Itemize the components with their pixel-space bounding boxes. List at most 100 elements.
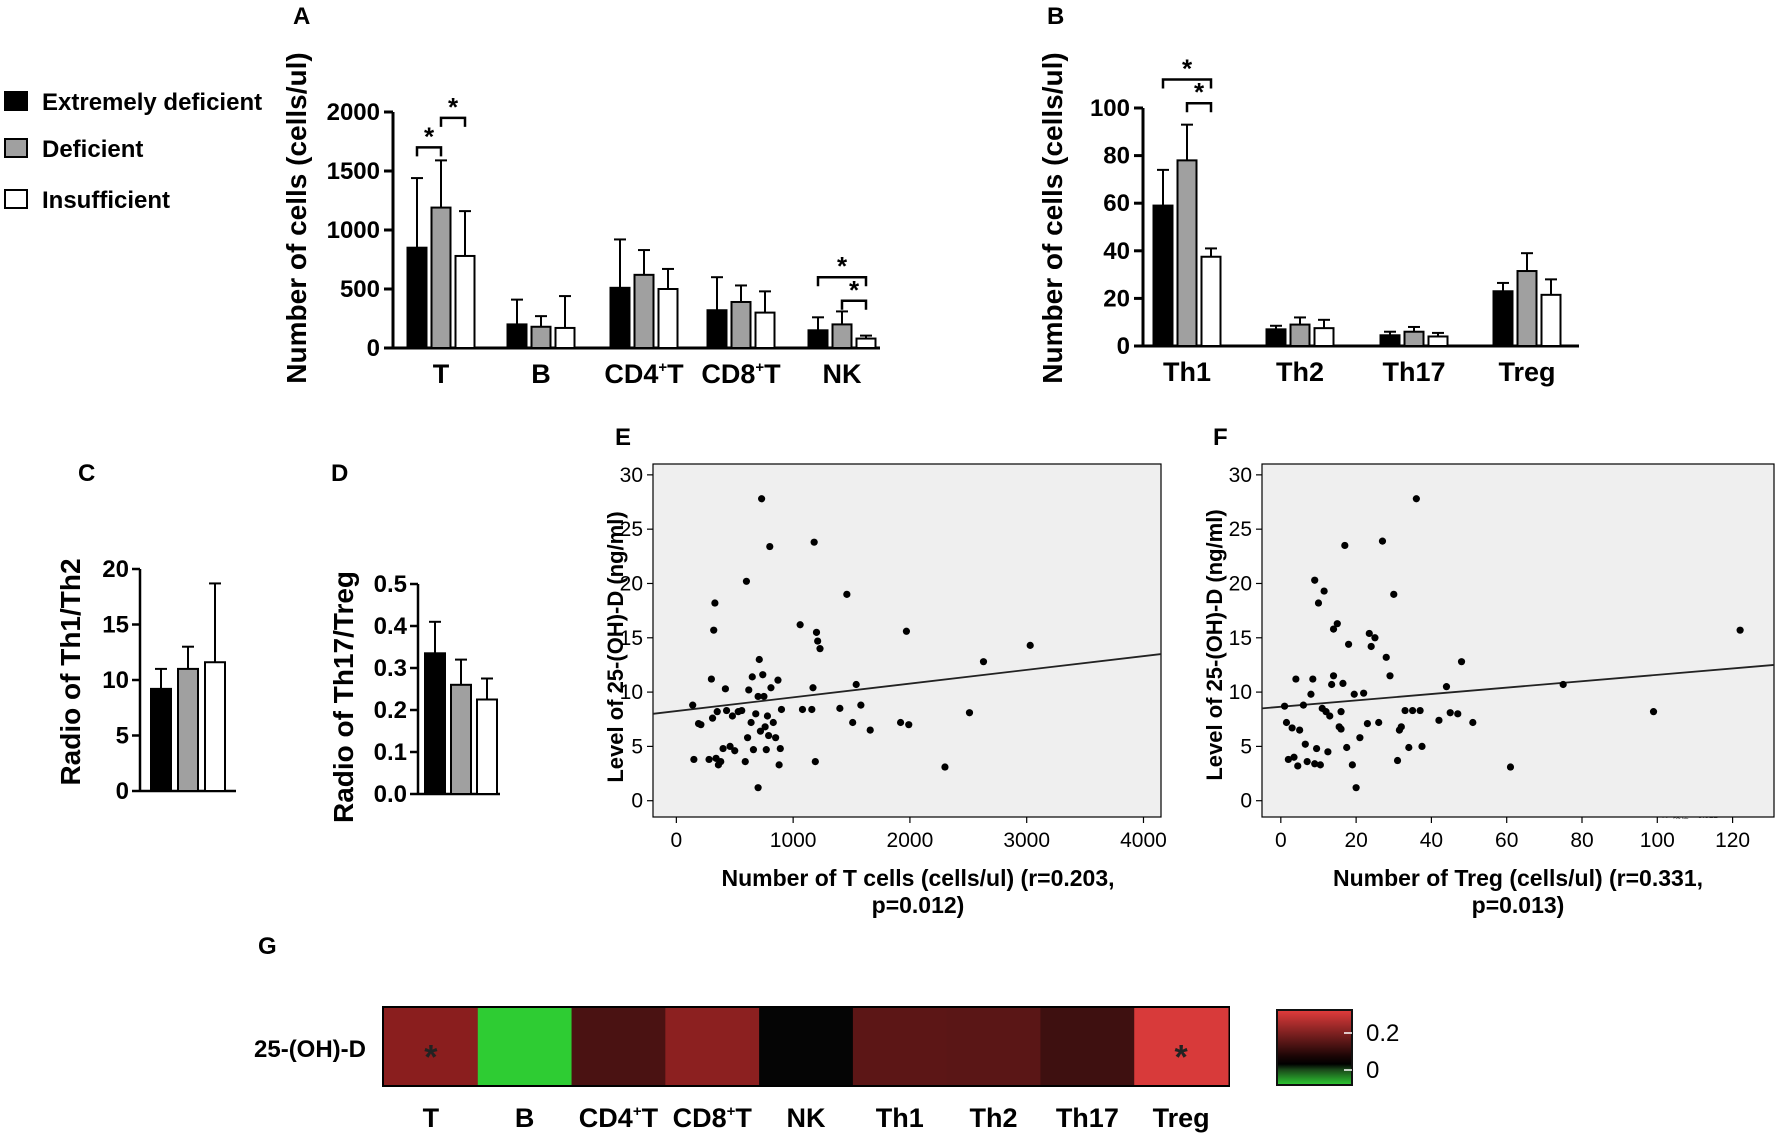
heatmap-cell-th2	[946, 1008, 1041, 1085]
panel-c-y-tick-label: 5	[116, 723, 129, 750]
panel-d-y-tick-label: 0.0	[374, 781, 407, 808]
panel-e-data-point	[708, 714, 717, 722]
panel-a-category-label-t: T	[433, 359, 450, 389]
heatmap-cell-cd4plust	[571, 1008, 666, 1085]
heatmap-cell-treg	[1134, 1008, 1229, 1085]
heatmap-category-label-treg: Treg	[1153, 1103, 1210, 1133]
panel-f-data-point	[1343, 743, 1351, 752]
panel-e-data-point	[762, 746, 770, 754]
panel-e-data-point	[726, 742, 734, 751]
panel-f-data-point	[1382, 653, 1390, 661]
panel-b-chart: Number of cells (cells/ul) 0 20 40 60 80 100 T…	[1037, 52, 1579, 387]
heatmap-cell-t	[384, 1008, 479, 1085]
panel-e-data-point	[754, 784, 762, 792]
panel-f-data-point	[1341, 541, 1349, 550]
heatmap-cell-nk	[759, 1008, 854, 1085]
panel-f-data-point	[1386, 672, 1394, 680]
panel-a-significance-star: *	[424, 121, 435, 151]
panel-e-data-point	[798, 705, 807, 714]
panel-e-y-tick-label: 15	[620, 627, 643, 650]
panel-d-y-tick-label: 0.5	[374, 571, 407, 598]
panel-label-e: E	[615, 424, 631, 451]
panel-b-bar-th1-insufficient	[1200, 255, 1222, 347]
panel-b-y-axis-title: Number of cells (cells/ul)	[1037, 52, 1068, 383]
panel-e-fit-line	[652, 653, 1162, 715]
panel-f-chart: Level of 25-(OH)-D (ng/ml) Number of Tre…	[1202, 463, 1775, 918]
panel-a-category-label-b: B	[531, 359, 551, 389]
panel-a-y-axis-title: Number of cells (cells/ul)	[281, 52, 312, 383]
panel-c-y-tick-label: 20	[102, 556, 129, 583]
panel-c-y-tick-label: 0	[116, 778, 129, 805]
panel-b-category-label-treg: Treg	[1498, 357, 1555, 387]
panel-e-data-point	[905, 721, 913, 729]
panel-e-y-tick-label: 5	[631, 735, 643, 758]
heatmap-category-label-cd8plust: CD8+T	[673, 1103, 753, 1133]
panel-b-bar-th2-insufficient	[1313, 327, 1335, 347]
panel-f-y-axis-title: Level of 25-(OH)-D (ng/ml)	[1202, 509, 1227, 780]
panel-f-data-point	[1307, 690, 1315, 698]
panel-f-data-point	[1348, 761, 1356, 769]
panel-f-data-point	[1393, 756, 1402, 765]
panel-e-data-point	[713, 708, 721, 716]
panel-f-data-point	[1506, 763, 1515, 771]
panel-e-data-point	[811, 758, 819, 766]
panel-b-significance-star: *	[1194, 77, 1205, 107]
panel-e-data-point	[812, 628, 821, 636]
panel-e-data-point	[808, 705, 816, 714]
panel-b-category-label-th17: Th17	[1382, 357, 1445, 387]
panel-a-category-label-cd4plust: CD4+T	[604, 359, 684, 389]
panel-e-plot-area	[652, 463, 1162, 818]
panel-f-x-tick-label: 0	[1275, 829, 1287, 852]
panel-d-bar-deficient	[450, 683, 472, 795]
panel-c-bar-deficient	[177, 667, 199, 793]
panel-label-g: G	[258, 933, 277, 960]
panel-f-data-point	[1337, 725, 1345, 733]
panel-f-y-tick-label: 10	[1229, 681, 1252, 704]
panel-e-data-point	[756, 727, 765, 735]
panel-f-plot-area	[1261, 463, 1775, 818]
panel-f-data-point	[1454, 710, 1462, 718]
heatmap-cell-cd8plust	[665, 1008, 760, 1085]
panel-f-data-point	[1284, 755, 1292, 764]
panel-f-data-point	[1282, 718, 1291, 727]
panel-e-data-point	[747, 718, 755, 727]
panel-e-data-point	[810, 538, 818, 546]
panel-b-bar-th1-extremely-deficient	[1152, 204, 1174, 347]
panel-d-bar-extremely-deficient	[424, 652, 446, 795]
panel-a-bar-nk-extremely-deficient	[807, 329, 829, 349]
panel-b-y-tick-label: 0	[1117, 333, 1130, 360]
panel-a-category-label-cd8plust: CD8+T	[701, 359, 781, 389]
panel-f-data-point	[1412, 495, 1420, 503]
panel-c-y-axis-title: Radio of Th1/Th2	[55, 558, 86, 785]
heatmap-colorbar-tick-label: 0.2	[1366, 1020, 1399, 1047]
heatmap-cell-th17	[1040, 1008, 1135, 1085]
panel-f-data-point	[1418, 742, 1426, 751]
panel-c-bar-extremely-deficient	[150, 687, 172, 793]
heatmap-cell-th1	[852, 1008, 948, 1085]
panel-f-data-point	[1311, 576, 1319, 584]
heatmap-star-t: *	[424, 1039, 438, 1077]
panel-c-chart: Radio of Th1/Th2 0 5 10 15 20	[55, 556, 236, 805]
panel-e-data-point	[776, 744, 784, 753]
panel-e-x-tick-label: 0	[671, 829, 683, 852]
panel-f-x-axis-title-line2: p=0.013)	[1472, 892, 1565, 918]
panel-f-data-point	[1344, 640, 1353, 648]
panel-a-bar-t-insufficient	[454, 254, 476, 350]
panel-f-data-point	[1329, 625, 1338, 633]
panel-d-y-tick-label: 0.1	[374, 739, 407, 766]
panel-e-data-point	[836, 704, 844, 712]
legend-swatch-deficient	[4, 138, 28, 158]
panel-e-data-point	[689, 701, 697, 709]
panel-e-x-tick-label: 2000	[887, 829, 934, 852]
panel-label-d: D	[331, 460, 348, 487]
panel-a-bar-cd4plust-extremely-deficient	[609, 286, 631, 350]
panel-f-y-tick-label: 25	[1229, 518, 1252, 541]
panel-e-data-point	[745, 686, 753, 694]
panel-e-y-tick-label: 30	[620, 464, 643, 487]
panel-e-data-point	[759, 671, 767, 679]
heatmap-category-label-th17: Th17	[1056, 1103, 1119, 1133]
panel-a-significance-star: *	[837, 251, 848, 281]
panel-a-significance-bracket	[439, 116, 467, 127]
panel-a-bar-b-insufficient	[554, 326, 576, 350]
